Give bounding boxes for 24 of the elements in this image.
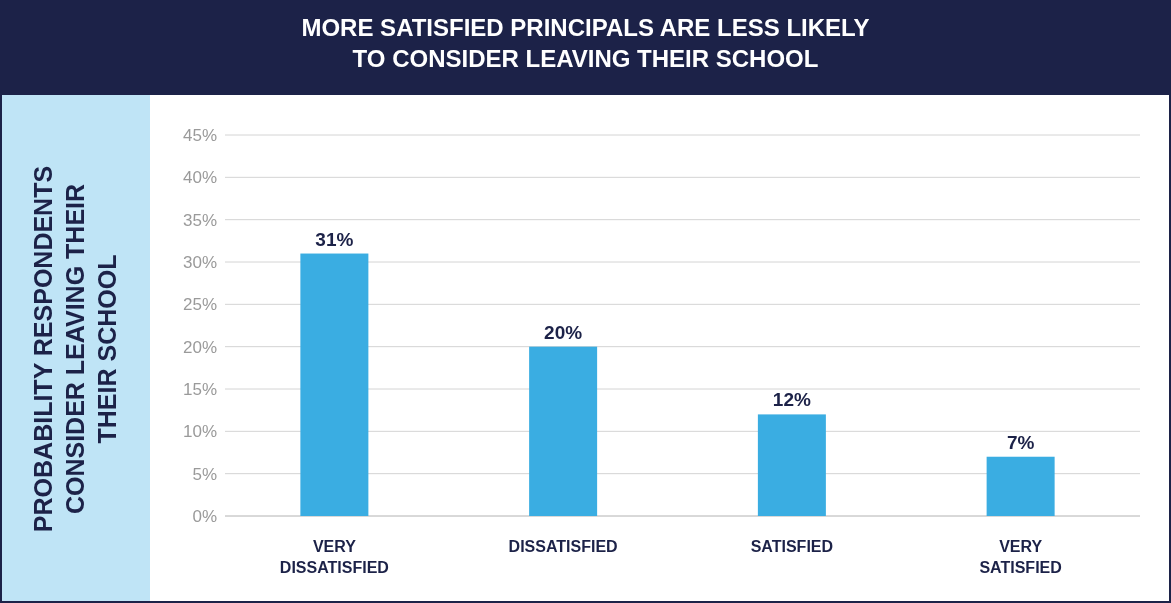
data-label: 31% xyxy=(315,228,354,250)
x-tick-label: SATISFIED xyxy=(750,538,834,555)
y-tick-label: 25% xyxy=(182,295,217,315)
y-tick-label: 35% xyxy=(182,210,217,230)
bar xyxy=(986,456,1055,516)
y-axis-title: PROBABILITY RESPONDENTS CONSIDER LEAVING THEIR THEIR SCHOOL xyxy=(29,165,121,533)
y-tick-label: 40% xyxy=(182,168,217,188)
bar xyxy=(757,414,826,516)
chart-title: MORE SATISFIED PRINCIPALS ARE LESS LIKELY TO CONSIDER LEAVING THEIR SCHOOL xyxy=(301,14,870,72)
y-tick-label: 0% xyxy=(192,506,217,526)
x-tick-label: DISSATISFIED xyxy=(508,538,618,555)
data-label: 7% xyxy=(1006,431,1035,453)
bar xyxy=(300,253,369,516)
data-label: 20% xyxy=(544,321,583,343)
data-label: 12% xyxy=(772,389,811,411)
y-tick-label: 45% xyxy=(182,125,217,145)
y-tick-label: 10% xyxy=(182,422,217,442)
x-tick-label: VERY SATISFIED xyxy=(979,538,1062,576)
x-tick-label: VERY DISSATISFIED xyxy=(279,538,389,576)
y-tick-label: 30% xyxy=(182,252,217,272)
y-tick-label: 15% xyxy=(182,379,217,399)
y-tick-label: 5% xyxy=(192,464,217,484)
bar xyxy=(529,346,598,516)
y-tick-label: 20% xyxy=(182,337,217,357)
